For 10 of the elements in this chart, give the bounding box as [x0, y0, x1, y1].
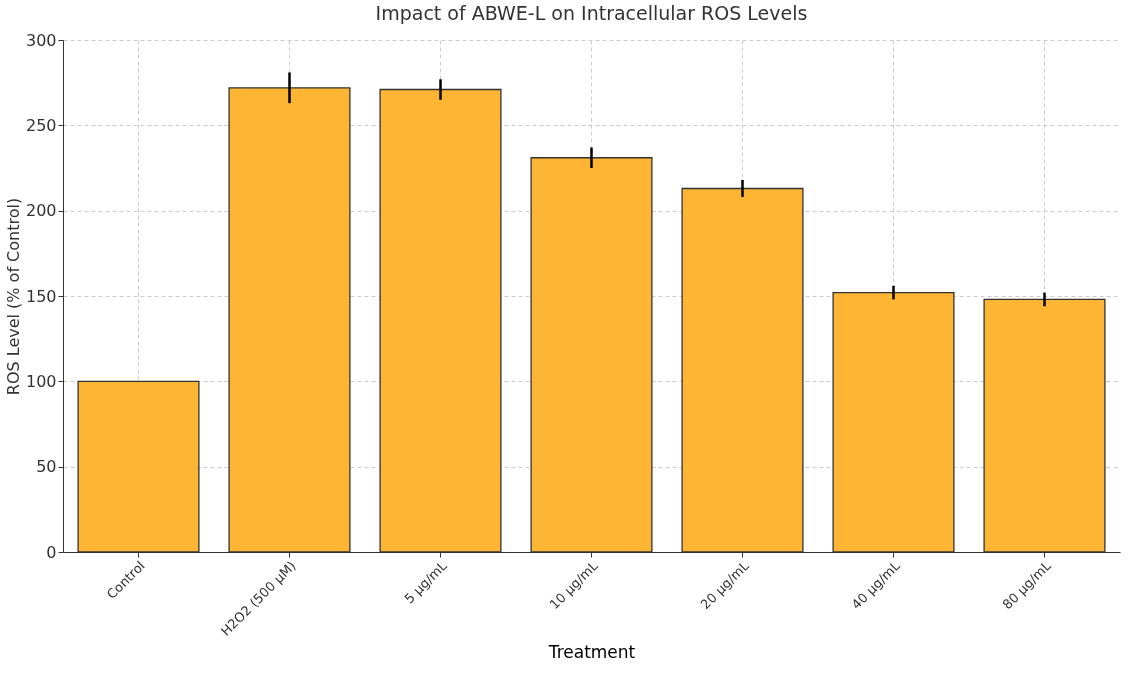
- y-tick-label: 100: [25, 371, 57, 391]
- chart-title: Impact of ABWE-L on Intracellular ROS Levels: [375, 2, 808, 24]
- y-tick-label: 0: [46, 542, 57, 562]
- x-axis-title: Treatment: [547, 641, 636, 662]
- y-axis-title: ROS Level (% of Control): [3, 197, 23, 396]
- y-tick-label: 250: [25, 115, 57, 135]
- y-tick-label: 200: [25, 201, 57, 221]
- y-tick-label: 50: [36, 457, 57, 477]
- y-tick-label: 300: [25, 30, 57, 50]
- y-tick-label: 150: [25, 286, 57, 306]
